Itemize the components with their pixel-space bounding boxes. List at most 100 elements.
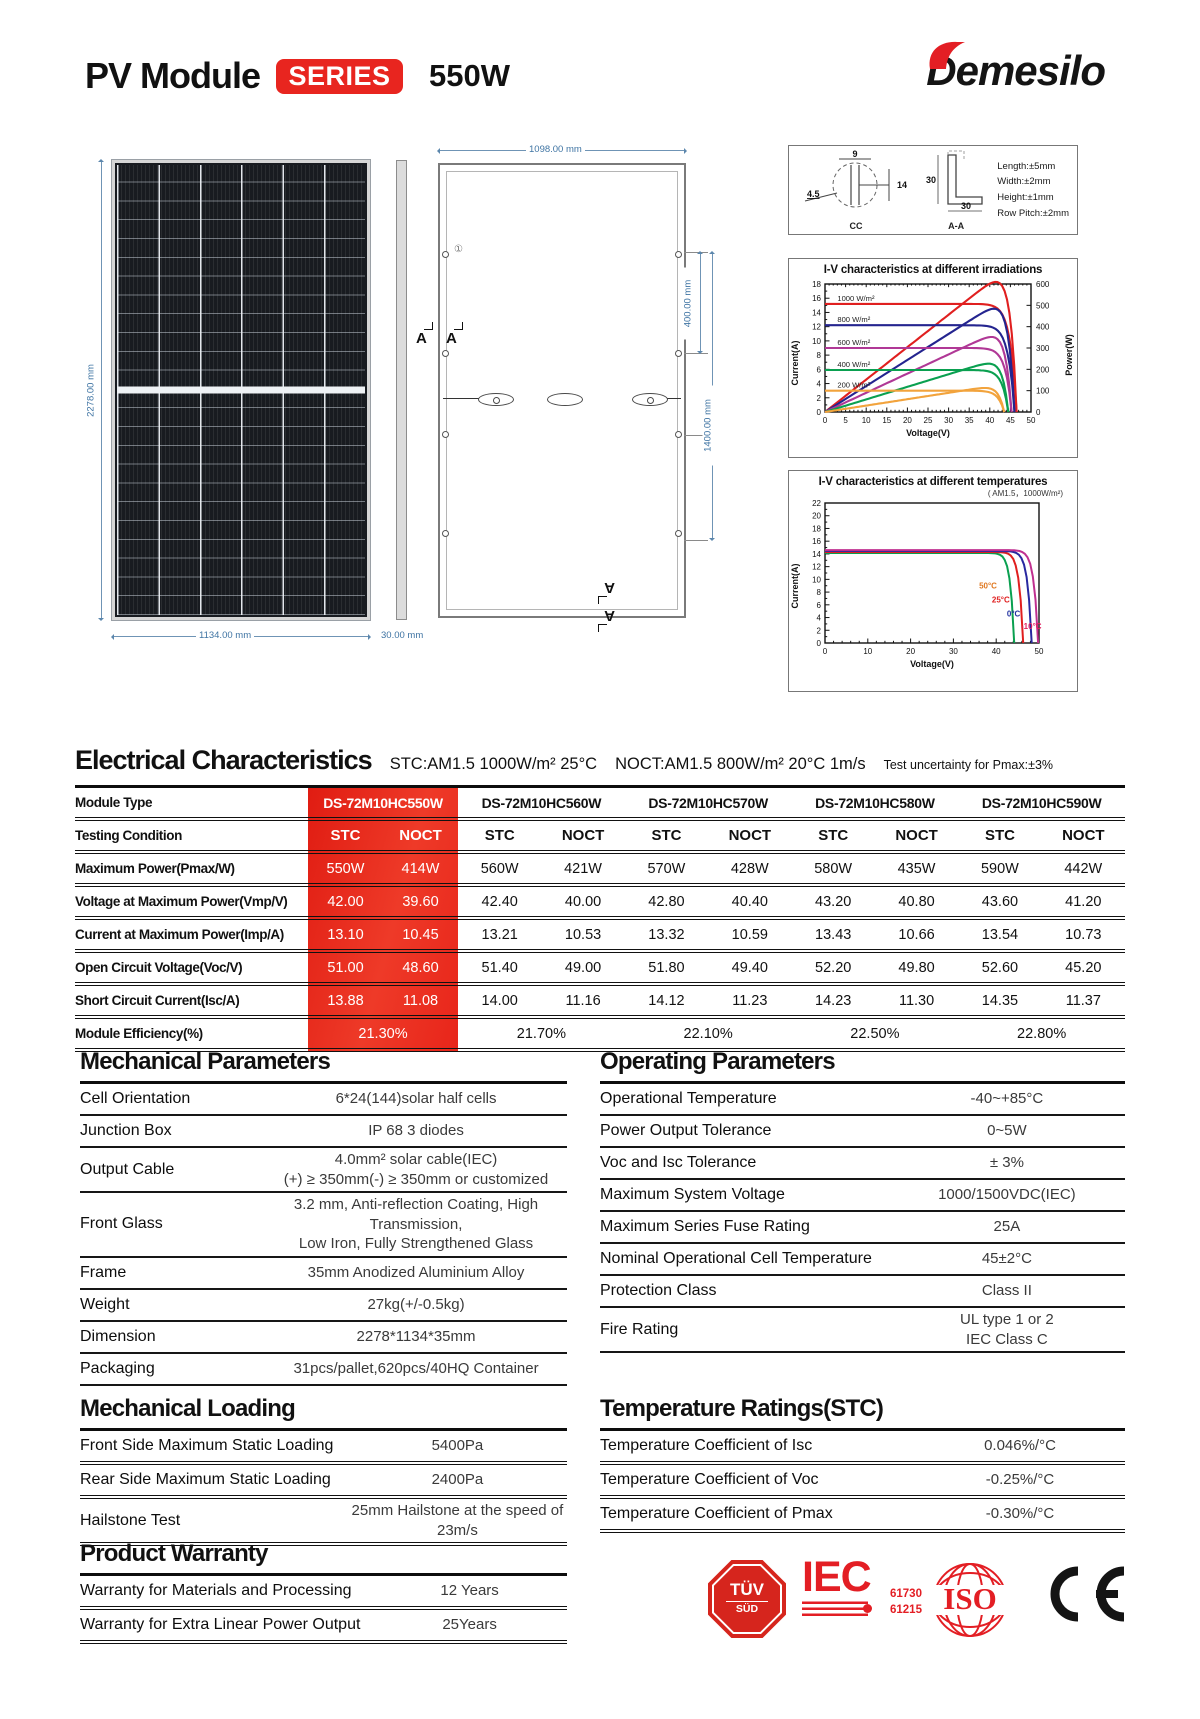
mount-hole [675, 250, 682, 258]
param-row: Hailstone Test 25mm Hailstone at the spee… [80, 1499, 567, 1546]
solar-cells-grid [117, 165, 365, 615]
value-cell: 41.20 [1065, 893, 1102, 910]
param-row: Frame 35mm Anodized Aluminium Alloy [80, 1258, 567, 1290]
row-label: Module Efficiency(%) [75, 1026, 203, 1041]
svg-text:200: 200 [1036, 365, 1050, 374]
svg-text:12: 12 [812, 563, 821, 572]
stc-note: STC:AM1.5 1000W/m² 25°C [389, 755, 598, 773]
value-cell: 22.50% [850, 1025, 900, 1042]
svg-text:20: 20 [903, 416, 912, 425]
param-row: Temperature Coefficient of Pmax -0.30%/°C [600, 1499, 1125, 1533]
svg-text:600: 600 [1036, 280, 1050, 289]
svg-text:16: 16 [812, 294, 821, 303]
svg-text:400 W/m²: 400 W/m² [837, 360, 870, 369]
panel-front-view [111, 159, 371, 621]
condition-header: NOCT [1062, 827, 1105, 844]
value-cell: 52.20 [815, 959, 852, 976]
table-row: Current at Maximum Power(Imp/A) 13.10 10.4… [75, 920, 1125, 953]
param-value: 1000/1500VDC(IEC) [938, 1186, 1076, 1204]
svg-text:30: 30 [926, 175, 936, 185]
param-value: IP 68 3 diodes [368, 1122, 464, 1140]
svg-text:2: 2 [817, 394, 822, 403]
svg-text:20: 20 [812, 512, 821, 521]
model-name: DS-72M10HC590W [981, 794, 1102, 811]
param-row: Warranty for Extra Linear Power Output 25… [80, 1610, 567, 1644]
value-cell: 10.45 [402, 926, 439, 943]
warranty-table: Warranty for Materials and Processing 12 … [80, 1576, 567, 1644]
testing-condition-label: Testing Condition [75, 828, 182, 843]
dim-back-width: 1098.00 mm [526, 144, 585, 155]
svg-text:50: 50 [1027, 416, 1036, 425]
detail-aa-label: A-A [948, 221, 965, 231]
panel-side-view [396, 160, 407, 620]
svg-text:16: 16 [812, 537, 821, 546]
value-cell: 13.10 [327, 926, 364, 943]
param-row: Power Output Tolerance 0~5W [600, 1116, 1125, 1148]
svg-text:Voltage(V): Voltage(V) [906, 428, 950, 438]
value-cell: 13.32 [648, 926, 685, 943]
section-mark-a: A [416, 322, 433, 346]
marker-circle-1: ① [454, 243, 463, 255]
svg-text:5: 5 [843, 416, 848, 425]
technical-drawings: 2278.00 mm 1134.00 mm 30.00 mm ① 1098.00… [0, 140, 1200, 705]
param-value: 12 Years [440, 1582, 499, 1600]
param-value: 35mm Anodized Aluminium Alloy [307, 1263, 525, 1281]
certification-logos: TÜV SÜD IEC 61730 61215 ISO [700, 1552, 1130, 1652]
svg-text:22: 22 [812, 499, 821, 508]
svg-text:50°C: 50°C [979, 581, 997, 590]
chart2-subtitle: ( AM1.5，1000W/m²) [987, 489, 1063, 498]
svg-text:6: 6 [817, 601, 822, 610]
mount-slot [547, 393, 583, 406]
value-cell: 40.80 [898, 893, 935, 910]
param-label: Protection Class [600, 1282, 717, 1299]
svg-text:50: 50 [1035, 647, 1044, 656]
param-row: Nominal Operational Cell Temperature 45±2… [600, 1244, 1125, 1276]
iec-codes: 61730 61215 [890, 1586, 922, 1618]
row-label: Voltage at Maximum Power(Vmp/V) [75, 894, 288, 909]
svg-text:14: 14 [897, 180, 907, 190]
page-title: PV Module [85, 55, 261, 96]
value-cell: 49.00 [564, 959, 602, 976]
brand-swoosh-icon [929, 41, 966, 69]
tolerance-item: Length:±5mm [997, 160, 1056, 172]
condition-header: NOCT [399, 827, 442, 844]
value-cell: 435W [897, 860, 936, 877]
model-name: DS-72M10HC570W [648, 794, 768, 811]
dim-line-pitch1 [697, 251, 703, 354]
value-cell: 21.30% [358, 1025, 408, 1042]
param-value: 6*24(144)solar half cells [335, 1090, 497, 1108]
ce-mark-icon [1050, 1566, 1125, 1622]
chart2-ylabel: Current(A) [790, 563, 800, 609]
param-value: UL type 1 or 2 IEC Class C [960, 1311, 1054, 1348]
param-label: Frame [80, 1263, 127, 1281]
iec-lines-icon [802, 1600, 872, 1616]
electrical-table: Module Type DS-72M10HC550W DS-72M10HC560W D… [75, 788, 1125, 1052]
pmax-uncertainty-note: Test uncertainty for Pmax:±3% [883, 758, 1054, 772]
temperature-table: Temperature Coefficient of Isc 0.046%/°C T… [600, 1431, 1125, 1533]
product-warranty-section: Product Warranty Warranty for Materials … [80, 1540, 567, 1644]
table-row: Maximum Power(Pmax/W) 550W 414W 560W 421W 570… [75, 854, 1125, 887]
value-cell: 10.73 [1065, 926, 1102, 943]
svg-text:10: 10 [863, 647, 872, 656]
svg-text:500: 500 [1036, 301, 1050, 310]
brand-logo: Demesilo [926, 41, 1106, 95]
param-label: Weight [80, 1295, 130, 1313]
value-cell: 43.60 [981, 893, 1019, 910]
chart1-ylabel: Current(A) [790, 340, 800, 386]
value-cell: 10.66 [898, 926, 935, 943]
svg-text:8: 8 [817, 588, 822, 597]
table-row: Short Circuit Current(Isc/A) 13.88 11.08 14… [75, 986, 1125, 1019]
electrical-title: Electrical Characteristics [75, 745, 373, 775]
iso-globe-icon: ISO [929, 1563, 1011, 1637]
temperature-title: Temperature Ratings(STC) [600, 1395, 1125, 1431]
svg-text:30: 30 [961, 201, 971, 211]
svg-text:4: 4 [817, 380, 822, 389]
tolerance-list: Length:±5mm Width:±2mm Height:±1mm Row Pitc… [997, 159, 1069, 222]
value-cell: 39.60 [402, 893, 439, 910]
detail-cc: 9 14 4.5 CC [797, 149, 915, 231]
condition-header: STC [818, 827, 849, 844]
svg-text:10: 10 [812, 575, 821, 584]
dim-front-height: 2278.00 mm [85, 352, 97, 429]
param-label: Packaging [80, 1359, 155, 1377]
frame-section-drawing: 30 30 [926, 150, 983, 212]
